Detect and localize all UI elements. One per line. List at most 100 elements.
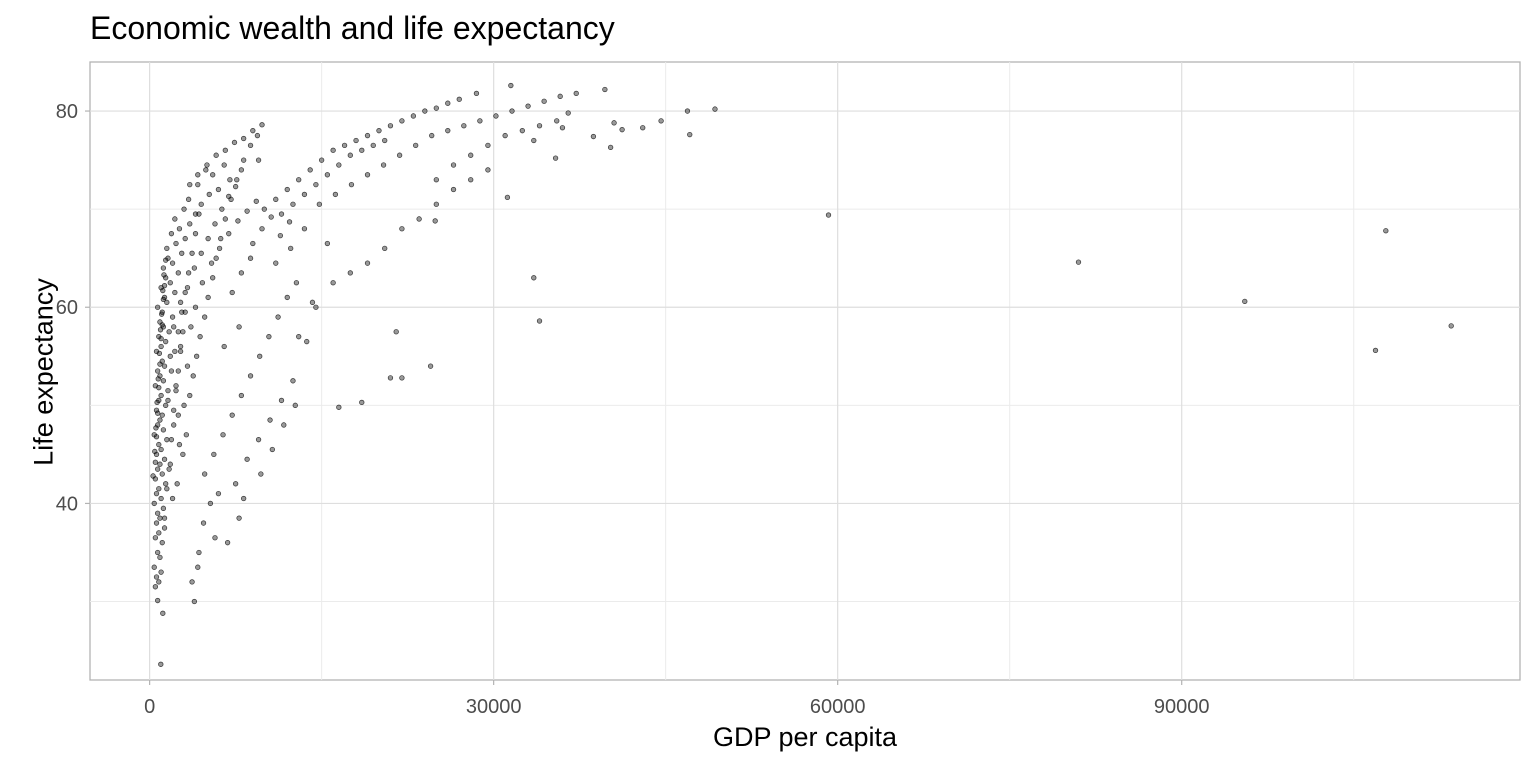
data-point [619, 127, 625, 133]
data-point [238, 167, 245, 173]
data-point [422, 108, 428, 114]
data-point [277, 232, 284, 239]
data-point [177, 343, 184, 350]
data-point [278, 211, 285, 217]
data-point [602, 86, 608, 93]
data-point [236, 515, 242, 521]
axis-ticks: 0 30000 60000 90000 40 60 80 [56, 101, 1210, 718]
data-point [313, 304, 319, 310]
plot-panel [89, 61, 1521, 681]
data-point [382, 137, 388, 144]
data-point [590, 133, 597, 140]
data-point [198, 250, 204, 256]
data-point [456, 96, 462, 102]
y-axis-label: Life expectancy [28, 278, 59, 466]
data-point [257, 353, 263, 359]
y-tick-label: 40 [56, 493, 78, 515]
data-point [427, 363, 434, 369]
data-point [382, 245, 388, 252]
data-point [157, 554, 163, 561]
data-point [163, 402, 169, 408]
data-point [156, 579, 162, 585]
data-point [157, 327, 164, 333]
data-point [341, 142, 348, 149]
data-point [508, 82, 514, 89]
data-point [288, 245, 294, 252]
data-point [241, 495, 247, 502]
data-point [399, 375, 405, 381]
data-point [156, 350, 163, 356]
data-point [158, 446, 164, 453]
data-point [171, 324, 177, 330]
data-point [180, 329, 186, 335]
data-point [611, 120, 617, 126]
data-point [244, 208, 250, 214]
data-point [238, 392, 245, 399]
data-point [224, 540, 231, 546]
data-point [210, 172, 216, 178]
data-point [163, 257, 169, 263]
data-point [156, 530, 162, 536]
data-point [157, 373, 163, 379]
data-point [290, 378, 296, 384]
data-point [330, 280, 336, 286]
data-point [173, 240, 179, 247]
data-point [450, 162, 457, 168]
data-point [159, 311, 165, 317]
data-point [247, 255, 254, 261]
data-point [210, 275, 216, 281]
data-point [399, 226, 405, 232]
data-point [160, 427, 167, 433]
data-point [161, 515, 168, 521]
data-point [218, 235, 224, 242]
data-point [168, 368, 175, 374]
data-point [468, 177, 474, 183]
data-point [155, 410, 161, 416]
data-point [640, 125, 646, 131]
x-tick-label: 60000 [810, 696, 866, 718]
data-point [607, 144, 614, 150]
data-point [197, 334, 203, 340]
data-point [161, 283, 168, 289]
data-point [159, 322, 165, 328]
data-point [180, 451, 186, 458]
data-point [286, 219, 293, 225]
data-point [296, 334, 302, 340]
data-point [167, 353, 173, 359]
data-point [232, 183, 239, 190]
data-point [153, 451, 160, 458]
data-point [184, 363, 191, 369]
data-point [284, 294, 290, 301]
data-point [195, 181, 201, 188]
data-point [259, 122, 265, 128]
data-point [519, 128, 525, 134]
data-point [169, 260, 176, 266]
data-point [212, 535, 218, 541]
data-point [684, 108, 691, 114]
data-point [255, 157, 262, 163]
data-point [552, 155, 559, 161]
data-point [232, 481, 239, 487]
data-point [387, 375, 394, 381]
data-point [157, 461, 163, 467]
data-point [347, 152, 353, 158]
data-point [165, 397, 171, 404]
data-point [318, 157, 325, 163]
data-point [203, 167, 209, 173]
data-point [166, 466, 172, 472]
data-point [188, 324, 194, 330]
data-point [195, 564, 201, 570]
data-point [163, 275, 169, 281]
data-point [161, 272, 167, 278]
data-point [163, 338, 169, 345]
data-point [158, 343, 164, 350]
data-point [151, 564, 157, 570]
data-point [182, 309, 188, 315]
data-point [410, 113, 417, 119]
data-point [253, 198, 259, 204]
data-point [175, 368, 181, 374]
data-point [219, 206, 225, 212]
data-point [222, 216, 228, 222]
x-tick-label: 90000 [1154, 696, 1210, 718]
data-point [213, 255, 219, 261]
